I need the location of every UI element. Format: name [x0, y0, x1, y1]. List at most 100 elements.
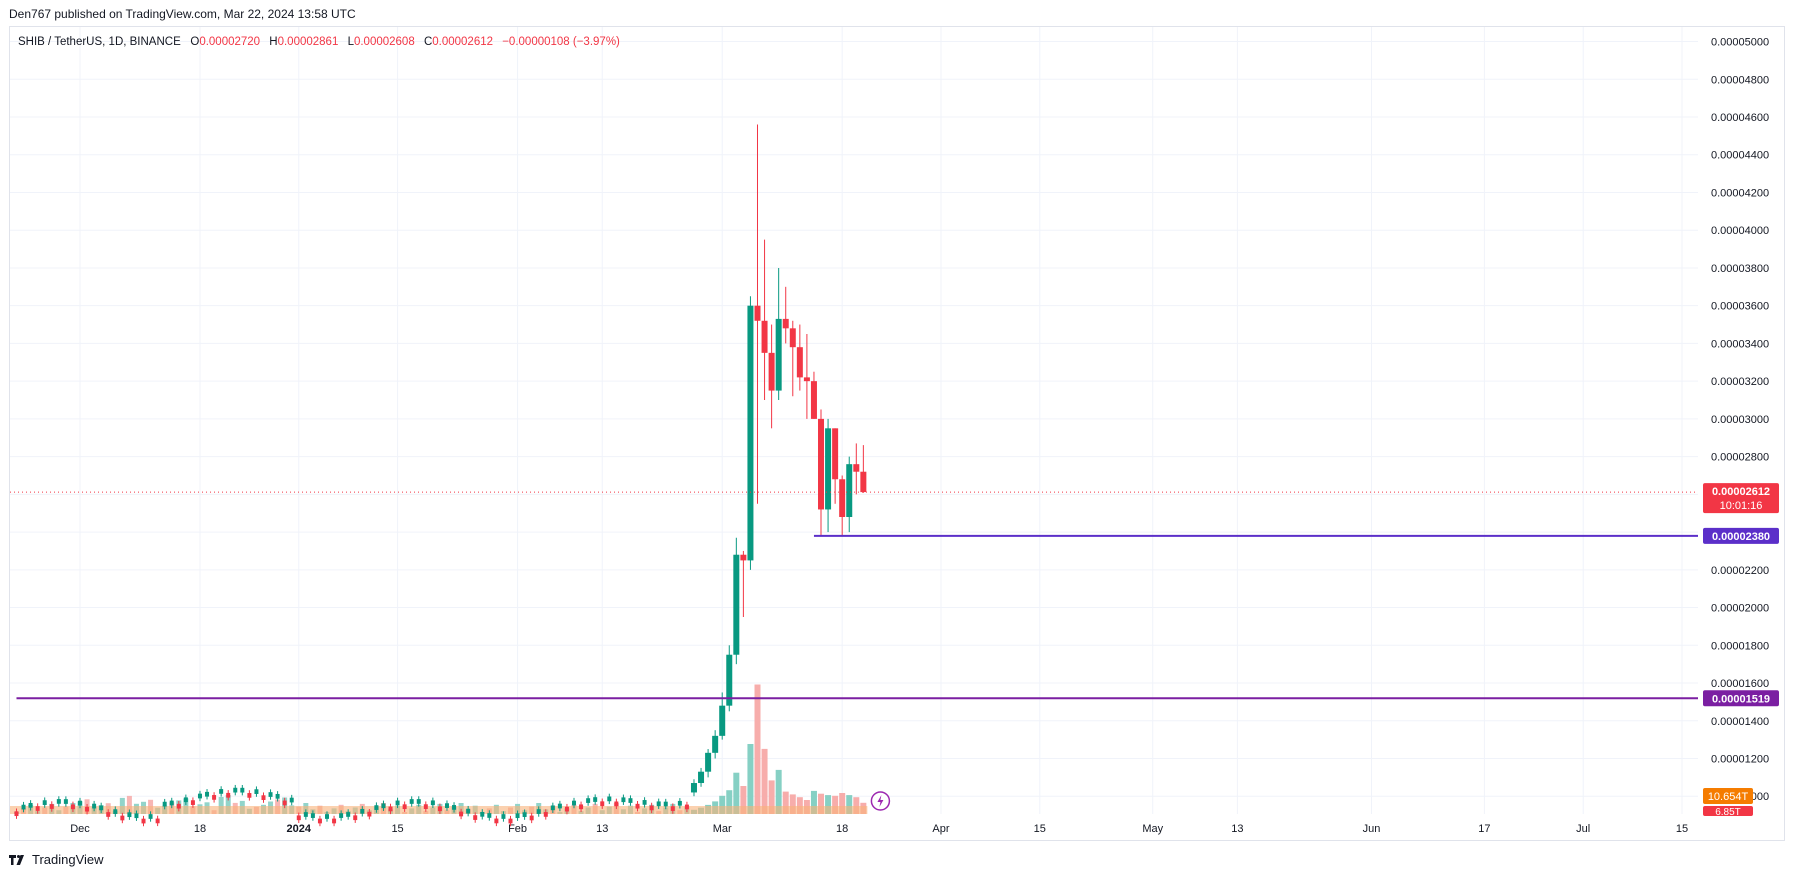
candle-body — [754, 305, 761, 321]
candle-body — [197, 793, 202, 799]
volume-bar — [747, 744, 754, 814]
candle-body — [810, 381, 817, 419]
candle-body — [226, 792, 231, 798]
y-tick-label: 0.00003200 — [1711, 376, 1769, 388]
y-tick-label: 0.00004600 — [1711, 112, 1769, 124]
candle-body — [49, 804, 54, 809]
chart-panel — [9, 26, 1785, 841]
candle-body — [853, 464, 860, 472]
low-label: L — [347, 36, 354, 48]
x-tick-label: Feb — [508, 823, 527, 835]
x-tick-label: May — [1142, 823, 1163, 835]
candle-body — [162, 801, 167, 807]
volume-bar — [768, 780, 775, 814]
candle-body — [240, 787, 245, 793]
candle-body — [106, 812, 111, 817]
ohlc-legend: SHIB / TetherUS, 1D, BINANCE O0.00002720… — [18, 36, 626, 48]
candle-body — [296, 815, 301, 821]
candle-body — [459, 811, 464, 817]
candle-body — [310, 813, 315, 818]
level-price-label: 0.00002380 — [1703, 527, 1779, 544]
candle-body — [78, 800, 82, 806]
candle-body — [437, 806, 442, 812]
candle-body — [332, 818, 337, 824]
candle-body — [113, 809, 118, 814]
candle-body — [564, 806, 569, 812]
volume-bar — [719, 795, 726, 814]
footer-brand[interactable]: TradingView — [9, 852, 104, 867]
candle-body — [698, 771, 705, 784]
candle-body — [388, 806, 393, 812]
candle-body — [169, 800, 174, 806]
candle-body — [346, 812, 351, 817]
candle-body — [360, 808, 365, 814]
countdown-text: 10:01:16 — [1720, 500, 1763, 512]
candle-body — [409, 799, 414, 804]
x-tick-label: 15 — [1034, 823, 1046, 835]
x-tick-label: 17 — [1478, 823, 1490, 835]
candle-body — [183, 797, 188, 803]
symbol-label[interactable]: SHIB / TetherUS, 1D, BINANCE — [18, 36, 181, 48]
y-tick-label: 0.00003400 — [1711, 338, 1769, 350]
volume-bar — [733, 772, 740, 814]
candle-body — [70, 804, 75, 810]
candle-body — [656, 801, 661, 807]
volume-bar — [853, 797, 860, 814]
x-tick-label: Apr — [932, 823, 949, 835]
y-axis: 0.00005000 0.00004800 0.00004600 0.00004400… — [1711, 37, 1769, 804]
y-tick-label: 0.00004400 — [1711, 150, 1769, 162]
candle-body — [614, 801, 619, 807]
candle-body — [141, 818, 146, 824]
candle-body — [586, 798, 591, 803]
candle-body — [677, 800, 682, 806]
lightning-icon[interactable] — [870, 791, 891, 811]
low-value: 0.00002608 — [353, 36, 415, 48]
candle-body — [529, 815, 534, 821]
candle-body — [317, 818, 322, 824]
candle-body — [275, 793, 280, 799]
candle-body — [127, 812, 132, 818]
candle-body — [247, 793, 252, 798]
candle-body — [782, 318, 789, 329]
candle-body — [747, 305, 754, 561]
volume-series — [10, 684, 868, 814]
candle-body — [367, 811, 372, 817]
candle-body — [423, 804, 428, 809]
volume-bar — [832, 795, 839, 814]
tradingview-logo-icon — [9, 854, 24, 865]
candle-body — [543, 812, 548, 817]
y-tick-label: 0.00001200 — [1711, 753, 1769, 765]
volume-bar — [782, 791, 789, 814]
lightning-icon-bolt[interactable] — [877, 795, 884, 807]
volume-bar — [754, 684, 761, 814]
candle-body — [628, 798, 633, 803]
close-value: 0.00002612 — [432, 36, 494, 48]
candle-body — [705, 752, 712, 772]
volume-badges: 10.654T 6.85T — [1703, 788, 1753, 818]
candle-body — [325, 814, 330, 819]
volume-bar — [119, 797, 125, 814]
y-tick-label: 0.00001800 — [1711, 640, 1769, 652]
candle-body — [593, 797, 598, 802]
volume-bar — [775, 769, 782, 814]
candle-body — [63, 799, 68, 804]
candle-body — [28, 802, 33, 808]
candle-body — [14, 811, 19, 817]
candle-body — [261, 795, 266, 801]
volume-bar — [818, 793, 825, 814]
y-tick-label: 0.00003800 — [1711, 263, 1769, 275]
candle-body — [56, 799, 61, 804]
close-label: C — [423, 36, 433, 48]
candle-body — [480, 811, 485, 817]
candle-body — [381, 803, 386, 809]
volume-bar — [761, 748, 768, 814]
early-candles — [14, 784, 689, 827]
volume-bar — [126, 795, 132, 814]
candle-body — [536, 809, 541, 814]
volume-bar — [225, 795, 231, 814]
candle-body — [416, 799, 421, 804]
volume-bar — [789, 794, 796, 814]
candle-body — [444, 803, 449, 808]
level-price-text: 0.00001519 — [1712, 693, 1770, 705]
